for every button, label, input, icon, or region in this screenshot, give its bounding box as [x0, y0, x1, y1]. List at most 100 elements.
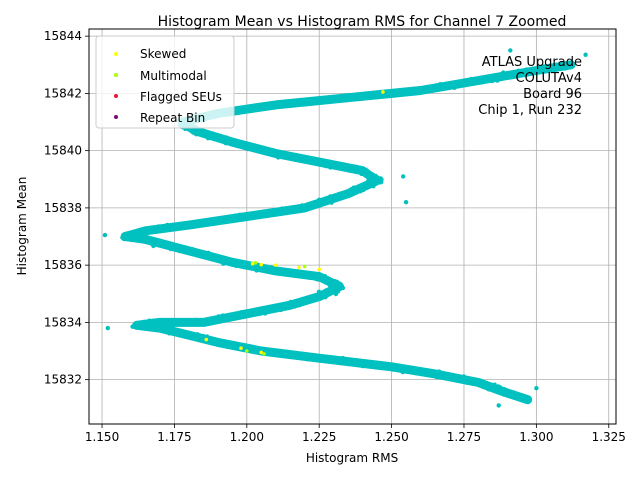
legend-label-flagged-seus: Flagged SEUs [140, 90, 222, 104]
scatter-point [326, 160, 332, 165]
scatter-point [231, 313, 236, 319]
scatter-point [134, 323, 140, 328]
scatter-point [340, 355, 346, 361]
x-tick-label: 1.300 [519, 430, 553, 444]
scatter-point [501, 70, 506, 75]
scatter-point [470, 379, 475, 384]
scatter-point [161, 327, 166, 332]
scatter-point [145, 321, 151, 326]
scatter-point [213, 134, 218, 140]
scatter-point [410, 90, 415, 96]
scatter-point [186, 331, 191, 336]
scatter-point [237, 212, 242, 217]
scatter-point [187, 247, 192, 252]
scatter-point [328, 194, 333, 199]
scatter-point [140, 323, 145, 329]
scatter-point [349, 165, 354, 170]
scatter-point [239, 142, 245, 148]
y-tick-label: 15844 [44, 29, 82, 43]
scatter-point [320, 200, 325, 206]
scatter-point [337, 360, 342, 365]
scatter-outlier-point [102, 232, 108, 238]
marker-overlay [204, 90, 385, 356]
scatter-point [349, 192, 354, 197]
scatter-point [241, 109, 247, 114]
scatter-point [196, 333, 201, 338]
scatter-point [275, 103, 281, 108]
scatter-point [429, 86, 434, 91]
marker-skewed [297, 265, 301, 270]
scatter-point [423, 89, 428, 94]
scatter-point [379, 177, 384, 182]
scatter-point [219, 339, 224, 344]
scatter-point [390, 90, 396, 96]
x-tick-label: 1.325 [592, 430, 626, 444]
scatter-point [194, 223, 199, 228]
scatter-point [319, 293, 324, 299]
scatter-point [205, 131, 210, 136]
y-axis-label: Histogram Mean [15, 177, 29, 276]
scatter-point [311, 273, 317, 278]
scatter-point [323, 295, 328, 300]
scatter-point [539, 69, 544, 74]
annotation-line-chip-version: COLUTAv4 [516, 71, 582, 86]
scatter-point [216, 315, 221, 320]
scatter-point [305, 202, 311, 207]
scatter-point [335, 163, 340, 168]
marker-skewed [259, 262, 264, 267]
scatter-point [272, 304, 277, 309]
scatter-point [333, 291, 339, 297]
scatter-point [496, 385, 502, 390]
scatter-point [162, 321, 167, 326]
scatter-point [277, 351, 282, 357]
scatter-point [221, 261, 226, 266]
scatter-point [138, 237, 143, 242]
scatter-point [174, 245, 179, 250]
scatter-point [169, 320, 174, 326]
scatter-point [484, 384, 489, 390]
x-axis-ticks: 1.150 1.175 1.200 1.225 1.250 1.275 1.300 1.325 [85, 424, 626, 444]
scatter-point [151, 226, 157, 231]
scatter-point [269, 103, 274, 108]
scatter-point [208, 220, 213, 225]
scatter-point [461, 374, 466, 379]
scatter-point [170, 225, 176, 231]
scatter-point [230, 217, 235, 222]
scatter-point [288, 352, 293, 357]
scatter-point [344, 359, 349, 365]
marker-multimodal [302, 264, 307, 269]
scatter-point [148, 228, 153, 234]
marker-skewed [239, 346, 243, 350]
scatter-point [177, 330, 182, 335]
scatter-point [207, 339, 213, 344]
scatter-point [286, 269, 291, 274]
scatter-point [123, 235, 128, 241]
scatter-point [345, 190, 350, 195]
scatter-point [374, 92, 379, 97]
scatter-point [363, 95, 368, 100]
run-annotation: ATLAS Upgrade COLUTAv4 Board 96 Chip 1, … [478, 55, 582, 118]
scatter-point [506, 390, 512, 396]
scatter-point [264, 307, 270, 312]
scatter-point [268, 211, 273, 216]
scatter-point [317, 160, 322, 166]
scatter-point [249, 311, 255, 316]
scatter-point [156, 241, 161, 246]
scatter-point [187, 224, 193, 229]
scatter-point [366, 361, 371, 366]
scatter-point [197, 251, 202, 257]
scatter-point [556, 65, 562, 71]
scatter-outlier-point [496, 403, 501, 408]
scatter-point [394, 366, 399, 372]
scatter-point [316, 202, 321, 207]
legend-swatch-skewed [114, 52, 118, 56]
scatter-point [199, 130, 204, 135]
scatter-point [342, 165, 348, 171]
legend-box [95, 35, 235, 129]
scatter-point [300, 300, 305, 305]
scatter-point [245, 146, 251, 152]
y-axis-ticks: 15832 15834 15836 15838 15840 15842 15844 [44, 29, 89, 387]
scatter-point [399, 92, 404, 97]
scatter-point [551, 63, 556, 68]
